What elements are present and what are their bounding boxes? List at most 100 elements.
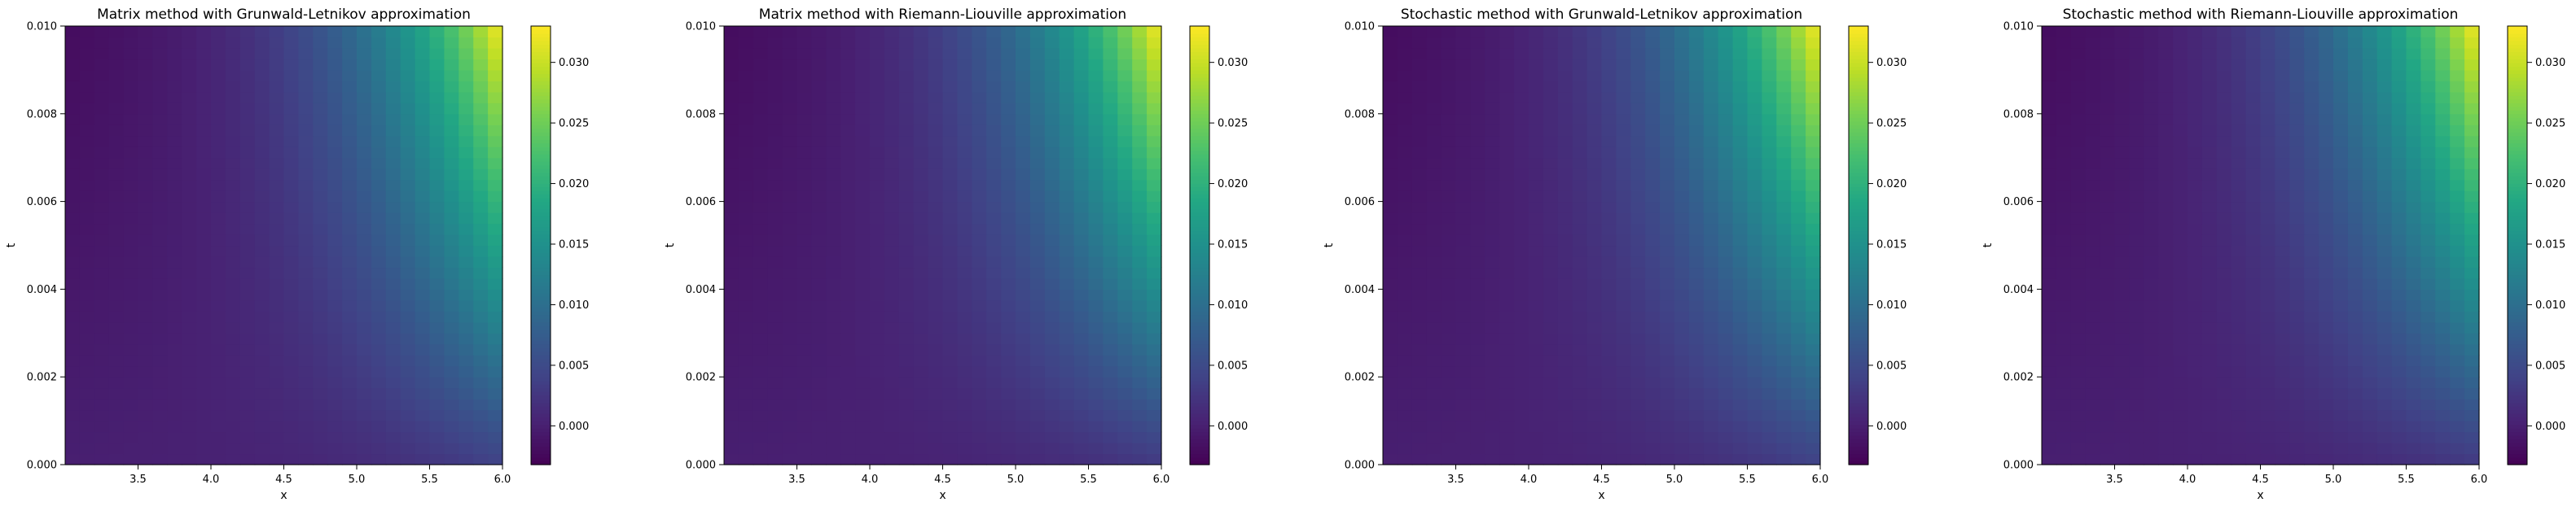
heatmap-cell <box>2042 333 2057 344</box>
heatmap-cell <box>986 311 1002 322</box>
heatmap-cell <box>313 322 328 334</box>
heatmap-cell <box>1030 300 1046 312</box>
heatmap-cell <box>1499 202 1515 213</box>
heatmap-cell <box>371 432 387 443</box>
heatmap-cell <box>1733 443 1749 454</box>
heatmap-cell <box>2232 421 2247 432</box>
heatmap-cell <box>1016 388 1031 400</box>
heatmap-cell <box>94 322 110 334</box>
heatmap-cell <box>2333 399 2349 410</box>
heatmap-cell <box>211 124 226 136</box>
heatmap-cell <box>488 333 503 344</box>
heatmap-cell <box>109 300 125 312</box>
heatmap-cell <box>226 81 241 92</box>
colorbar-segment <box>1849 421 1868 425</box>
heatmap-cell <box>284 37 300 48</box>
heatmap-cell <box>884 103 900 114</box>
heatmap-cell <box>2100 212 2116 224</box>
heatmap-cell <box>1074 26 1090 37</box>
heatmap-cell <box>124 366 139 378</box>
heatmap-cell <box>152 388 168 400</box>
heatmap-cell <box>488 278 503 290</box>
heatmap-cell <box>840 432 856 443</box>
heatmap-cell <box>1470 146 1485 158</box>
heatmap-cell <box>928 48 944 59</box>
heatmap-cell <box>899 289 915 300</box>
heatmap-cell <box>1132 234 1148 246</box>
heatmap-cell <box>2450 454 2465 465</box>
heatmap-cell <box>1602 267 1617 278</box>
heatmap-cell <box>1616 146 1631 158</box>
colorbar-segment <box>1849 107 1868 111</box>
colorbar-segment <box>1849 413 1868 417</box>
heatmap-cell <box>1776 234 1792 246</box>
heatmap-cell <box>1060 432 1075 443</box>
heatmap-cell <box>1748 410 1763 421</box>
heatmap-cell <box>1704 333 1719 344</box>
heatmap-cell <box>430 399 445 410</box>
heatmap-cell <box>401 234 416 246</box>
colorbar-segment <box>1190 330 1209 334</box>
heatmap-cell <box>1529 180 1544 191</box>
heatmap-cell <box>1718 26 1734 37</box>
heatmap-cell <box>284 124 300 136</box>
heatmap-cell <box>2129 410 2144 421</box>
heatmap-cell <box>1030 366 1046 378</box>
heatmap-cell <box>2261 388 2276 400</box>
heatmap-cell <box>1147 246 1162 257</box>
heatmap-cell <box>1543 48 1559 59</box>
heatmap-cell <box>342 278 358 290</box>
heatmap-cell <box>972 267 987 278</box>
heatmap-cell <box>2407 136 2422 147</box>
colorbar-tick-label: 0.020 <box>559 178 589 190</box>
heatmap-cell <box>65 333 81 344</box>
heatmap-cell <box>270 103 285 114</box>
heatmap-cell <box>1660 190 1675 202</box>
heatmap-cell <box>1470 59 1485 70</box>
heatmap-cell <box>138 146 154 158</box>
heatmap-cell <box>1616 388 1631 400</box>
heatmap-cell <box>1001 246 1016 257</box>
heatmap-cell <box>811 70 827 81</box>
heatmap-cell <box>884 377 900 388</box>
heatmap-cell <box>1558 146 1573 158</box>
heatmap-cell <box>1674 333 1690 344</box>
heatmap-cell <box>1689 202 1705 213</box>
heatmap-cell <box>2217 212 2232 224</box>
heatmap-cell <box>182 190 197 202</box>
heatmap-cell <box>1529 289 1544 300</box>
heatmap-cell <box>1689 377 1705 388</box>
heatmap-cell <box>488 158 503 169</box>
heatmap-cell <box>1558 366 1573 378</box>
heatmap-cell <box>152 202 168 213</box>
heatmap-cell <box>488 322 503 334</box>
heatmap-cell <box>1573 267 1588 278</box>
heatmap-cell <box>240 377 256 388</box>
heatmap-cell <box>167 421 182 432</box>
colorbar-segment <box>531 92 551 96</box>
heatmap-cell <box>2450 234 2465 246</box>
heatmap-cell <box>109 344 125 356</box>
heatmap-cell <box>2202 246 2218 257</box>
heatmap-cell <box>1132 158 1148 169</box>
heatmap-cell <box>986 421 1002 432</box>
heatmap-cell <box>298 168 314 180</box>
heatmap-cell <box>1645 103 1661 114</box>
heatmap-cell <box>80 267 95 278</box>
heatmap-cell <box>783 224 798 235</box>
heatmap-cell <box>1103 377 1118 388</box>
heatmap-cell <box>240 26 256 37</box>
heatmap-cell <box>1806 278 1821 290</box>
heatmap-cell <box>1689 92 1705 103</box>
heatmap-cell <box>2420 399 2436 410</box>
heatmap-cell <box>1602 344 1617 356</box>
heatmap-cell <box>1645 48 1661 59</box>
heatmap-cell <box>724 322 739 334</box>
colorbar-segment <box>1849 117 1868 121</box>
heatmap-cell <box>2086 224 2101 235</box>
heatmap-cell <box>2056 366 2072 378</box>
heatmap-cell <box>1587 48 1603 59</box>
heatmap-cell <box>226 92 241 103</box>
heatmap-cell <box>2173 377 2188 388</box>
heatmap-cell <box>444 377 459 388</box>
